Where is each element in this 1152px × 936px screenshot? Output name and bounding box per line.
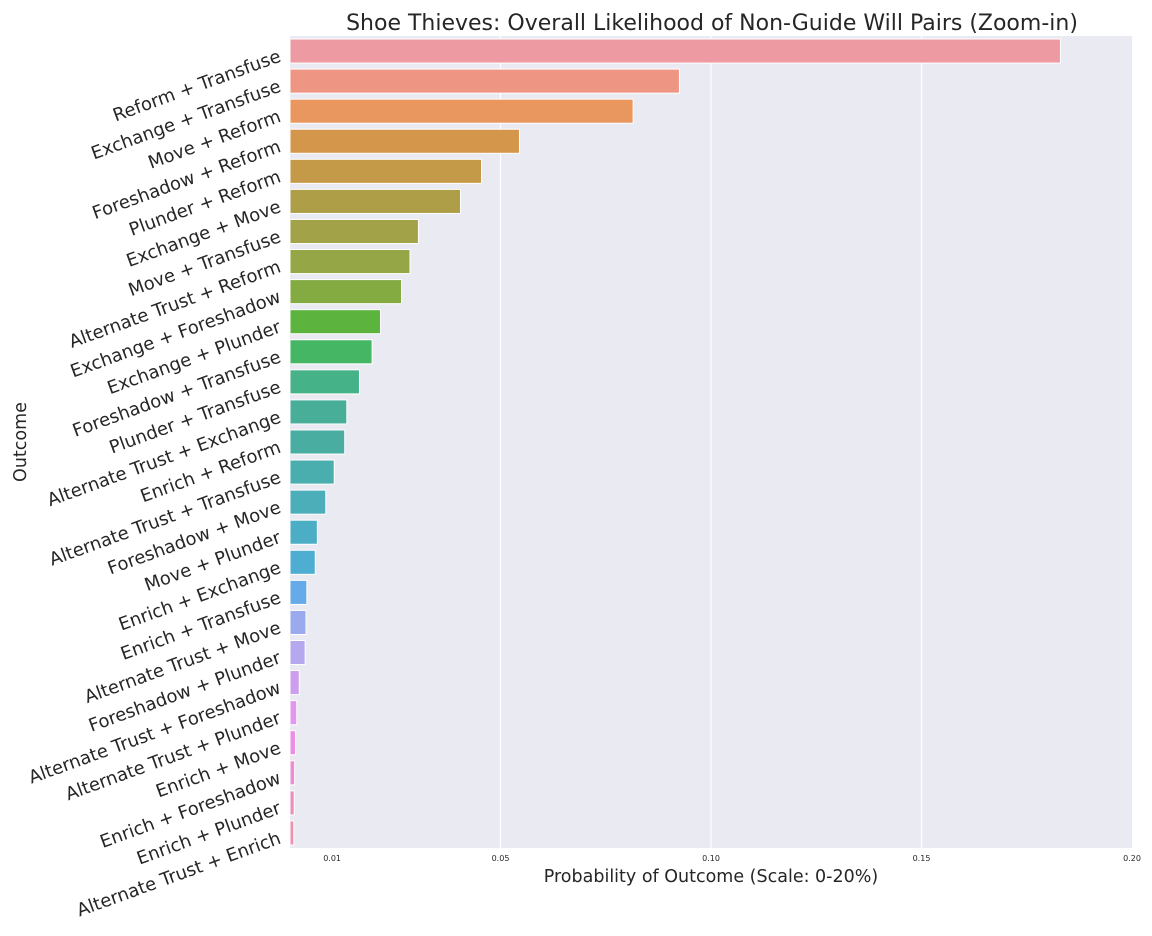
bar-12 (289, 399, 348, 425)
x-tick-label-4: 0.20 (1123, 854, 1141, 863)
bar-18 (289, 579, 308, 605)
bar-22 (289, 700, 298, 726)
bar-16 (289, 519, 318, 545)
bar-10 (289, 339, 373, 365)
chart-title: Shoe Thieves: Overall Likelihood of Non-… (346, 11, 1078, 36)
bars (289, 38, 1061, 846)
bar-11 (289, 369, 360, 395)
y-axis-label: Outcome (11, 402, 31, 482)
bar-17 (289, 549, 316, 575)
bar-1 (289, 68, 680, 94)
bar-7 (289, 249, 411, 275)
bar-26 (289, 820, 295, 846)
x-tick-label-1: 0.05 (492, 854, 510, 863)
bar-9 (289, 309, 382, 335)
x-axis-label: Probability of Outcome (Scale: 0-20%) (544, 867, 878, 887)
bar-19 (289, 609, 307, 635)
bar-4 (289, 158, 483, 184)
bar-23 (289, 730, 296, 756)
bar-3 (289, 128, 520, 154)
bar-14 (289, 459, 335, 485)
bar-0 (289, 38, 1061, 64)
x-tick-label-3: 0.15 (913, 854, 931, 863)
x-tick-label-2: 0.10 (702, 854, 720, 863)
bar-5 (289, 188, 462, 214)
bar-25 (289, 790, 295, 816)
bar-21 (289, 670, 300, 696)
bar-15 (289, 489, 327, 515)
x-tick-labels: 0.01 0.05 0.10 0.15 0.20 (323, 854, 1141, 863)
bar-13 (289, 429, 346, 455)
bar-2 (289, 98, 634, 124)
bar-8 (289, 279, 403, 305)
bar-20 (289, 639, 306, 666)
gridlines (499, 36, 923, 848)
bar-6 (289, 218, 419, 245)
bar-24 (289, 760, 296, 786)
x-tick-label-0: 0.01 (323, 854, 341, 863)
